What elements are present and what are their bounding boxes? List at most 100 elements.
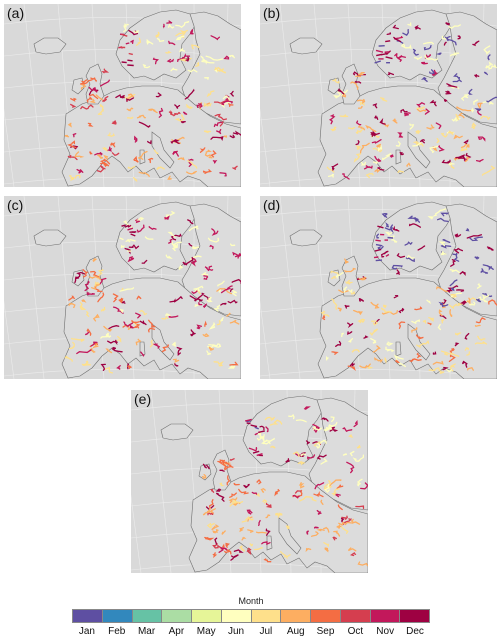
- river-segment: [386, 32, 392, 36]
- river-segment: [398, 307, 405, 314]
- river-segment: [228, 54, 235, 59]
- river-segment: [189, 158, 194, 161]
- river-segment: [320, 417, 329, 422]
- river-segment: [428, 367, 440, 372]
- river-segment: [335, 80, 340, 84]
- river-segment: [226, 475, 231, 486]
- river-segment: [385, 40, 391, 43]
- river-segment: [433, 208, 447, 217]
- river-segment: [170, 139, 180, 145]
- river-segment: [476, 283, 483, 289]
- legend-label-oct: Oct: [347, 626, 364, 637]
- river-segment: [210, 489, 215, 493]
- river-segment: [174, 114, 185, 122]
- river-segment: [448, 303, 458, 310]
- river-segment: [355, 140, 360, 146]
- river-segment: [133, 155, 139, 163]
- river-segment: [215, 492, 225, 502]
- river-segment: [97, 292, 105, 303]
- river-segment: [436, 286, 448, 293]
- river-segment: [438, 301, 449, 307]
- river-segment: [155, 31, 160, 38]
- river-segment: [346, 331, 353, 335]
- river-segment: [404, 241, 413, 246]
- river-segment: [172, 150, 178, 156]
- river-segment: [488, 299, 497, 306]
- river-segment: [156, 166, 165, 170]
- river-segment: [320, 310, 330, 317]
- river-segment: [149, 339, 154, 348]
- river-segment: [112, 306, 124, 315]
- river-segment: [122, 324, 130, 328]
- river-segment: [455, 155, 463, 159]
- river-segment: [208, 343, 222, 348]
- river-segment: [229, 134, 236, 139]
- river-segment: [204, 102, 212, 107]
- river-segment: [123, 23, 127, 28]
- river-segment: [265, 514, 271, 519]
- river-segment: [121, 300, 126, 304]
- river-segment: [144, 236, 154, 240]
- river-segment: [170, 67, 178, 72]
- river-segment: [184, 88, 195, 100]
- river-segment: [190, 332, 196, 337]
- river-segment: [111, 152, 120, 157]
- river-segment: [440, 212, 450, 217]
- river-segment: [256, 478, 262, 485]
- river-segment: [421, 61, 428, 65]
- river-segment: [305, 440, 310, 445]
- river-segment: [76, 271, 86, 279]
- river-segment: [167, 23, 175, 29]
- river-segment: [219, 121, 224, 127]
- river-segment: [453, 134, 463, 140]
- river-segment: [76, 349, 92, 355]
- river-segment: [139, 320, 147, 326]
- river-segment: [126, 107, 134, 112]
- river-segment: [74, 151, 85, 158]
- river-segment: [296, 489, 303, 498]
- river-segment: [375, 49, 384, 53]
- river-segment: [357, 125, 366, 131]
- river-segment: [124, 247, 132, 255]
- river-segment: [128, 244, 140, 250]
- river-segment: [238, 488, 249, 495]
- river-segment: [374, 357, 384, 363]
- river-segment: [186, 170, 197, 175]
- river-segment: [288, 414, 295, 420]
- river-segment: [428, 316, 434, 322]
- legend-swatch-apr: [162, 610, 192, 622]
- river-segment: [106, 146, 113, 152]
- river-segment: [196, 285, 204, 292]
- river-segment: [389, 154, 395, 158]
- river-segment: [373, 256, 379, 259]
- river-segment: [348, 126, 356, 130]
- river-segment: [374, 155, 382, 162]
- river-segment: [90, 341, 98, 347]
- river-segments: [64, 211, 241, 374]
- river-segment: [276, 512, 283, 516]
- river-segment: [228, 497, 238, 504]
- river-segment: [226, 312, 231, 317]
- river-segment: [432, 360, 444, 365]
- river-segment: [414, 24, 421, 30]
- river-segment: [488, 64, 497, 70]
- river-segment: [459, 270, 466, 277]
- river-segment: [405, 257, 415, 263]
- legend-title: Month: [238, 596, 264, 606]
- river-segment: [477, 136, 486, 142]
- river-segment: [100, 334, 110, 339]
- river-segments: [64, 20, 241, 182]
- river-segment: [467, 367, 474, 371]
- river-segment: [393, 354, 404, 363]
- river-segment: [223, 55, 230, 60]
- river-segment: [96, 165, 106, 173]
- river-segment: [352, 454, 365, 462]
- river-segment: [445, 90, 452, 95]
- river-segment: [206, 296, 213, 303]
- river-segment: [326, 166, 335, 173]
- river-segment: [424, 108, 431, 115]
- river-segment: [412, 48, 419, 56]
- legend-label-nov: Nov: [376, 626, 395, 637]
- river-segment: [468, 88, 473, 95]
- river-segment: [162, 23, 166, 29]
